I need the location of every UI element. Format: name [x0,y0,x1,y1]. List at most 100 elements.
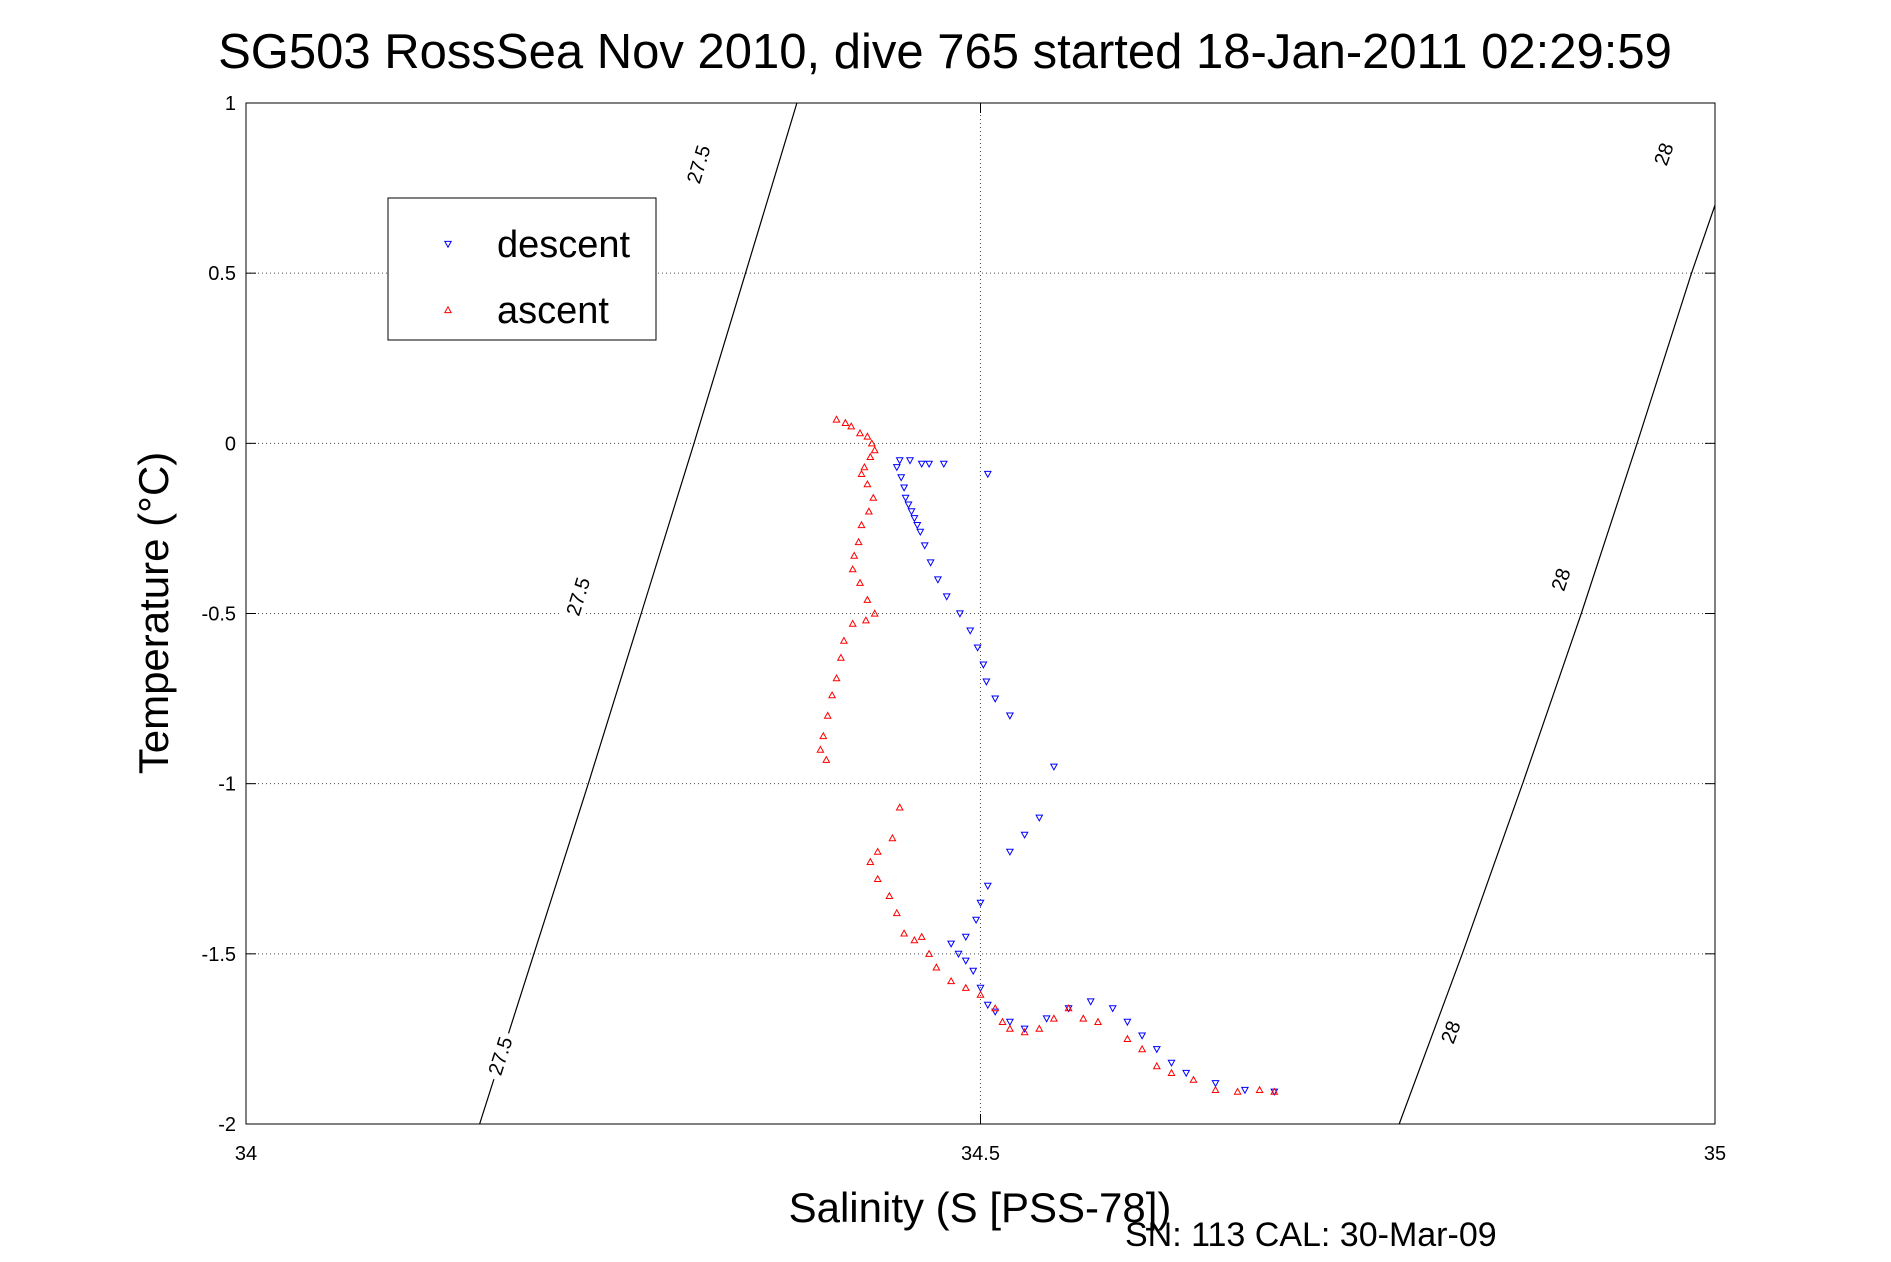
descent-point [982,678,991,686]
ascent-point [819,731,828,740]
ascent-point [855,578,865,586]
descent-point [917,460,926,469]
ascent-point [866,452,875,460]
ascent-point [869,493,878,501]
ascent-point [1189,1075,1198,1083]
ascent-point [961,983,970,991]
series-ascent [816,415,1279,1095]
descent-point [979,661,988,669]
ascent-point [847,422,856,430]
ascent-point [866,857,875,865]
descent-point [973,644,982,652]
descent-point [976,984,985,993]
y-tick-label: 1 [225,93,236,115]
descent-point [972,916,981,925]
descent-point [1020,831,1029,839]
ascent-point [991,1004,1000,1012]
ascent-point [848,619,857,627]
descent-point [901,494,910,503]
descent-point [892,464,901,472]
isopycnal-contours [479,103,1715,1124]
ascent-point [863,432,872,440]
ascent-point [857,520,866,529]
y-tick-label: 0 [225,433,236,455]
ascent-point [1167,1068,1176,1076]
descent-point [926,559,935,567]
descent-point [983,470,992,479]
ascent-point [917,932,926,940]
ascent-point [860,462,869,471]
descent-point [939,460,948,469]
descent-point [1167,1059,1176,1067]
ascent-point [832,673,841,682]
ascent-point [895,803,904,811]
descent-point [969,967,978,976]
y-tick-label: -2 [218,1114,236,1136]
ascent-point [932,963,941,971]
ascent-point [828,690,837,699]
y-tick-label: -1.5 [202,944,236,966]
descent-point [1211,1080,1220,1088]
ascent-point [867,439,876,447]
y-tick-label: 0.5 [208,263,236,285]
y-tick-label: -0.5 [202,604,236,626]
descent-point [916,528,925,537]
descent-point [1005,712,1014,720]
descent-point [991,1008,1000,1016]
x-axis-label: Salinity (S [PSS-78]) [789,1184,1172,1231]
isopycnal-label-bg [1644,127,1683,181]
descent-point [904,501,913,509]
descent-point [961,933,970,942]
descent-point [947,940,956,948]
ascent-point [1138,1044,1147,1053]
legend-label-ascent: ascent [497,290,609,332]
instrument-footer: SN: 113 CAL: 30-Mar-09 [1125,1216,1497,1254]
descent-point [942,593,951,601]
ascent-point [1049,1014,1058,1022]
ascent-point [823,711,832,719]
ascent-point [976,990,985,998]
descent-point [913,522,922,530]
descent-point [955,610,964,618]
descent-point [920,542,929,550]
ascent-point [816,745,825,753]
ascent-point [854,537,863,546]
ascent-point [836,653,845,661]
descent-point [1138,1032,1147,1040]
ascent-point [885,891,894,899]
descent-point [991,695,1000,703]
ascent-point [1123,1034,1132,1042]
descent-point [954,950,963,959]
ascent-point [855,428,865,437]
ascent-point [998,1017,1007,1025]
ascent-point [848,565,857,573]
legend-markers [443,240,453,314]
descent-point [895,457,904,465]
descent-point [1240,1086,1249,1095]
y-tick-label: -1 [218,774,236,796]
descent-point [961,957,970,965]
descent-point [925,460,934,469]
ascent-point [870,609,879,617]
descent-point [1049,763,1058,771]
ascent-point [1020,1027,1029,1036]
isopycnal-label-bg [559,570,597,623]
ascent-point [1211,1085,1220,1093]
ascent-point [1233,1087,1242,1095]
descent-point [1005,1018,1014,1027]
ascent-point [888,833,897,842]
series-descent [892,457,1279,1096]
descent-point [983,882,992,891]
ascent-point [850,551,859,559]
descent-point [1035,814,1044,822]
legend: descent ascent [387,197,657,341]
descent-point [1020,1025,1029,1033]
descent-point [983,1001,992,1010]
ascent-point [1152,1061,1161,1070]
ascent-point [839,636,848,644]
ascent-point [822,755,831,763]
ascent-point [857,469,866,477]
descent-point [976,899,985,908]
ascent-point [841,418,850,426]
